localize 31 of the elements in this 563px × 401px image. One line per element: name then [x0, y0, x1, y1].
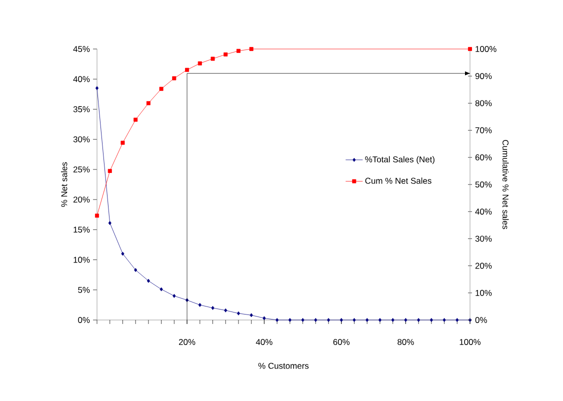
y2-tick-label: 10%	[476, 290, 492, 296]
y-tick-label: 20%	[73, 196, 90, 203]
x-tick-label: 80%	[398, 339, 414, 345]
y-tick-label: 0%	[78, 317, 90, 323]
y-tick-label: 10%	[74, 256, 90, 263]
y-tick-label: 30%	[73, 136, 90, 142]
y2-tick-label: 30%	[475, 236, 492, 242]
y2-tick-label: 40%	[475, 208, 492, 215]
y-tick-label: 15%	[74, 226, 90, 233]
legend-label: %Total Sales (Net)	[365, 156, 434, 164]
y-tick-label: 25%	[73, 166, 90, 172]
y2-tick-label: 80%	[475, 100, 492, 106]
y2-tick-label: 50%	[475, 182, 492, 188]
y-axis-title: % Net sales	[60, 162, 68, 207]
x-tick-label: 20%	[178, 339, 196, 345]
y2-tick-label: 90%	[475, 73, 492, 80]
y-tick-label: 5%	[78, 286, 90, 293]
y-tick-label: 45%	[73, 46, 90, 52]
y2-axis-title: Cumulative % Net sales	[502, 140, 509, 230]
y2-tick-label: 20%	[475, 262, 492, 269]
y2-tick-label: 70%	[475, 127, 492, 134]
y-tick-label: 35%	[73, 106, 90, 112]
legend-label: Cum % Net Sales	[365, 178, 432, 184]
y-tick-label: 40%	[73, 76, 90, 82]
y2-tick-label: 100%	[476, 46, 496, 52]
y2-tick-label: 60%	[475, 154, 492, 160]
x-axis-title: % Customers	[258, 362, 309, 369]
x-tick-label: 40%	[256, 339, 272, 345]
x-tick-label: 100%	[460, 339, 481, 345]
y2-tick-label: 0%	[475, 317, 487, 323]
x-tick-label: 60%	[333, 339, 350, 345]
